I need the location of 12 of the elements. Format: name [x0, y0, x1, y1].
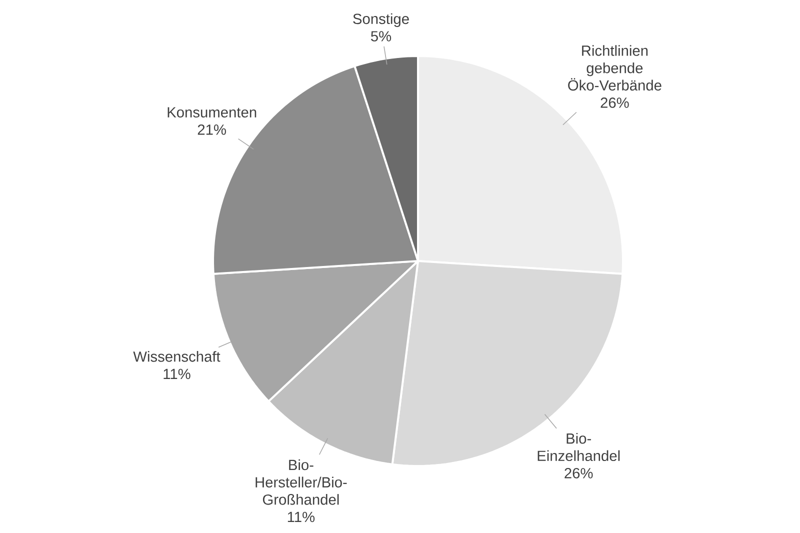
- data-label: 11%: [164, 368, 190, 380]
- slice-label: Bio-Einzelhandel: [538, 432, 620, 462]
- data-label: 26%: [564, 468, 593, 478]
- slice-label: Konsumenten: [168, 107, 256, 118]
- slice-label: Sonstige: [353, 13, 409, 27]
- slice-label: Richtlinien gebende Öko-Verbände: [568, 45, 662, 91]
- data-label: 5%: [370, 31, 392, 42]
- data-label: 11%: [288, 512, 315, 522]
- data-label: 21%: [198, 124, 226, 135]
- data-label: 26%: [600, 98, 629, 108]
- slice-label: Bio-Hersteller/Bio-Großhandel: [256, 459, 347, 505]
- slice-label: Wissenschaft: [133, 351, 220, 362]
